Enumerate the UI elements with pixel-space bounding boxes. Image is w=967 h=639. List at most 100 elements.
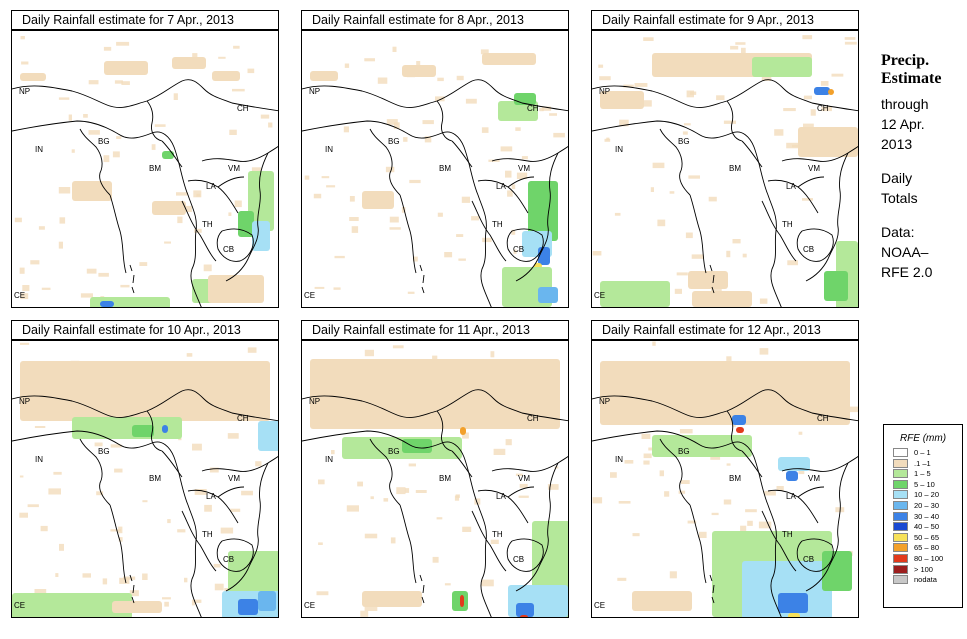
rainfall-patch	[71, 149, 75, 153]
country-label-cb: CB	[223, 555, 234, 564]
rainfall-patch	[732, 239, 741, 244]
border-line	[225, 462, 269, 592]
rainfall-patch	[752, 57, 812, 77]
border-line	[515, 152, 559, 282]
rainfall-patch	[758, 521, 772, 529]
map-panel-apr-7: Daily Rainfall estimate for 7 Apr., 2013…	[11, 10, 279, 308]
border-line	[436, 410, 453, 452]
rainfall-patch	[370, 496, 374, 500]
rainfall-patch	[59, 217, 66, 224]
sidebar-daily: Daily	[881, 170, 913, 186]
border-line	[451, 450, 473, 478]
rainfall-patch	[88, 80, 99, 85]
legend-swatch	[893, 458, 908, 468]
border-line	[781, 456, 858, 472]
country-label-np: NP	[19, 87, 30, 96]
rainfall-patch	[685, 232, 693, 239]
rainfall-patch	[604, 138, 611, 142]
rainfall-patch	[402, 65, 436, 77]
country-label-in: IN	[325, 455, 333, 464]
rainfall-patch	[72, 417, 182, 439]
rainfall-patch	[103, 46, 112, 51]
country-label-th: TH	[492, 220, 503, 229]
rainfall-patch	[14, 217, 22, 223]
rainfall-patch	[403, 137, 408, 142]
country-labels: NP CH IN BG BM VM LA TH CB CE	[14, 87, 249, 300]
country-label-ch: CH	[817, 104, 829, 113]
rainfall-patch	[507, 190, 513, 197]
rainfall-patch	[21, 61, 29, 65]
rainfall-patch	[247, 68, 255, 74]
border-line	[507, 486, 535, 498]
legend-swatch	[893, 479, 908, 489]
rainfall-patch	[142, 573, 148, 580]
rainfall-patch	[786, 471, 798, 481]
rainfall-patch	[798, 127, 858, 157]
rainfall-patch	[220, 527, 234, 534]
map-canvas: NP CH IN BG BM VM LA TH CB CE	[302, 46, 568, 307]
panel-title: Daily Rainfall estimate for 11 Apr., 201…	[301, 320, 569, 340]
border-line	[302, 389, 568, 422]
rainfall-patch	[643, 100, 652, 107]
rainfall-patch	[209, 467, 219, 473]
border-line	[12, 120, 202, 307]
rainfall-patch	[783, 108, 796, 112]
country-label-np: NP	[599, 87, 610, 96]
legend-swatch	[893, 532, 908, 542]
rainfall-patch	[228, 212, 232, 216]
rainfall-patch	[193, 190, 202, 198]
rainfall-patch	[402, 439, 432, 453]
rainfall-patch	[192, 443, 202, 451]
border-line	[689, 504, 707, 584]
rainfall-patch	[172, 57, 206, 69]
country-label-ce: CE	[304, 291, 315, 300]
rainfall-patch	[186, 353, 193, 357]
border-line	[201, 146, 278, 162]
rainfall-patch	[735, 42, 746, 45]
rainfall-patch	[774, 129, 784, 136]
rainfall-patch	[515, 473, 523, 476]
rainfall-patch	[177, 529, 186, 533]
country-label-np: NP	[599, 397, 610, 406]
rainfall-patch	[505, 170, 512, 178]
rainfall-patch	[38, 226, 45, 230]
country-label-th: TH	[202, 530, 213, 539]
legend-item: nodata	[893, 574, 962, 585]
rainfall-patch	[258, 421, 278, 451]
map-panel-apr-11: Daily Rainfall estimate for 11 Apr., 201…	[301, 320, 569, 618]
border-line	[805, 462, 849, 592]
legend-swatch	[893, 575, 908, 585]
rainfall-field	[592, 35, 858, 307]
panel-title: Daily Rainfall estimate for 12 Apr., 201…	[591, 320, 859, 340]
rainfall-patch	[849, 406, 858, 413]
rainfall-patch	[844, 37, 856, 40]
rainfall-patch	[643, 453, 652, 459]
border-line	[797, 176, 825, 188]
border-line	[419, 264, 425, 294]
sidebar-through: through	[881, 96, 929, 112]
rainfall-patch	[203, 264, 212, 272]
rainfall-patch	[184, 577, 188, 583]
rainfall-patch	[212, 71, 240, 81]
country-label-ch: CH	[527, 414, 539, 423]
country-labels: NP CH IN BG BM VM LA TH CB CE	[14, 397, 249, 610]
rainfall-patch	[659, 470, 664, 477]
country-label-bm: BM	[149, 474, 161, 483]
rainfall-patch	[252, 221, 270, 251]
country-label-np: NP	[19, 397, 30, 406]
country-label-cb: CB	[223, 245, 234, 254]
rainfall-patch	[674, 288, 682, 294]
border-line	[216, 228, 254, 262]
sidebar-info: Precip. Estimate through 12 Apr. 2013 Da…	[881, 52, 941, 282]
rainfall-field	[310, 345, 568, 617]
rainfall-patch	[193, 599, 202, 603]
rainfall-patch	[732, 415, 746, 425]
country-label-la: LA	[496, 492, 506, 501]
rainfall-patch	[114, 468, 123, 473]
rainfall-patch	[474, 498, 481, 505]
rainfall-patch	[58, 97, 70, 100]
rainfall-patch	[481, 127, 489, 133]
rainfall-patch	[247, 347, 257, 353]
map-panel-apr-12: Daily Rainfall estimate for 12 Apr., 201…	[591, 320, 859, 618]
legend-swatch	[893, 469, 908, 479]
